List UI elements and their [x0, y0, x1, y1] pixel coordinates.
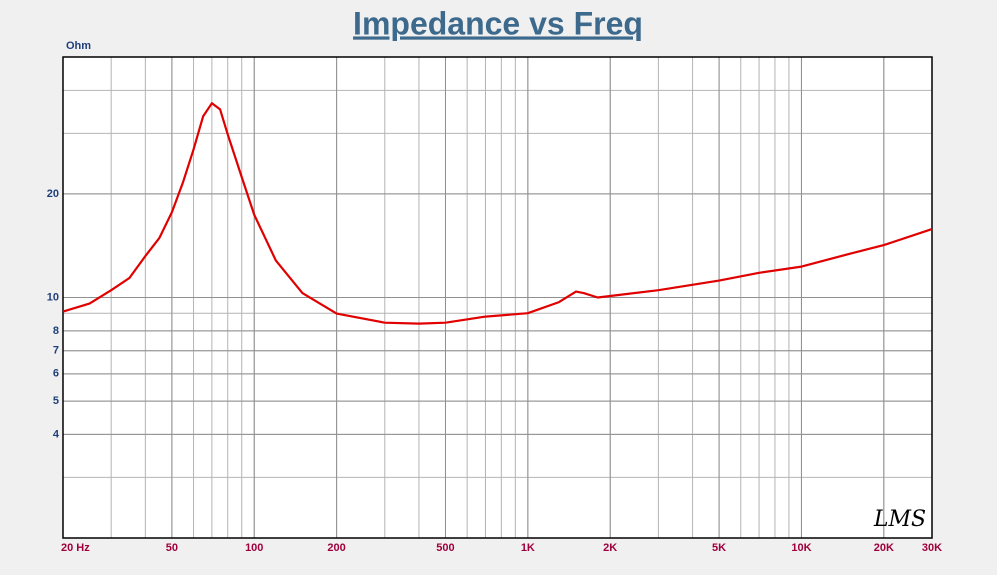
y-tick-label: 4	[53, 428, 60, 440]
y-tick-label: 5	[53, 395, 59, 407]
x-tick-label: 5K	[712, 542, 726, 554]
plot-frame	[62, 56, 933, 539]
x-tick-label: 1K	[521, 542, 535, 554]
y-tick-label: 10	[47, 291, 59, 303]
x-tick-label: 500	[436, 542, 454, 554]
y-axis-label: Ohm	[66, 40, 91, 52]
chart-title: Impedance vs Freq	[353, 5, 643, 41]
y-tick-label: 20	[47, 188, 59, 200]
x-tick-label: 10K	[791, 542, 811, 554]
x-tick-label: 20K	[874, 542, 894, 554]
impedance-curve	[62, 102, 933, 325]
y-tick-label: 6	[53, 368, 59, 380]
y-tick-label: 7	[53, 345, 59, 357]
x-tick-label: 30K	[922, 542, 942, 554]
x-tick-label: 100	[245, 542, 263, 554]
logo: LMS	[873, 507, 926, 532]
x-tick-label: 200	[327, 542, 345, 554]
x-tick-label: 50	[166, 542, 178, 554]
x-tick-label: 2K	[603, 542, 617, 554]
x-tick-label: 20 Hz	[61, 542, 90, 554]
y-tick-label: 8	[53, 325, 59, 337]
